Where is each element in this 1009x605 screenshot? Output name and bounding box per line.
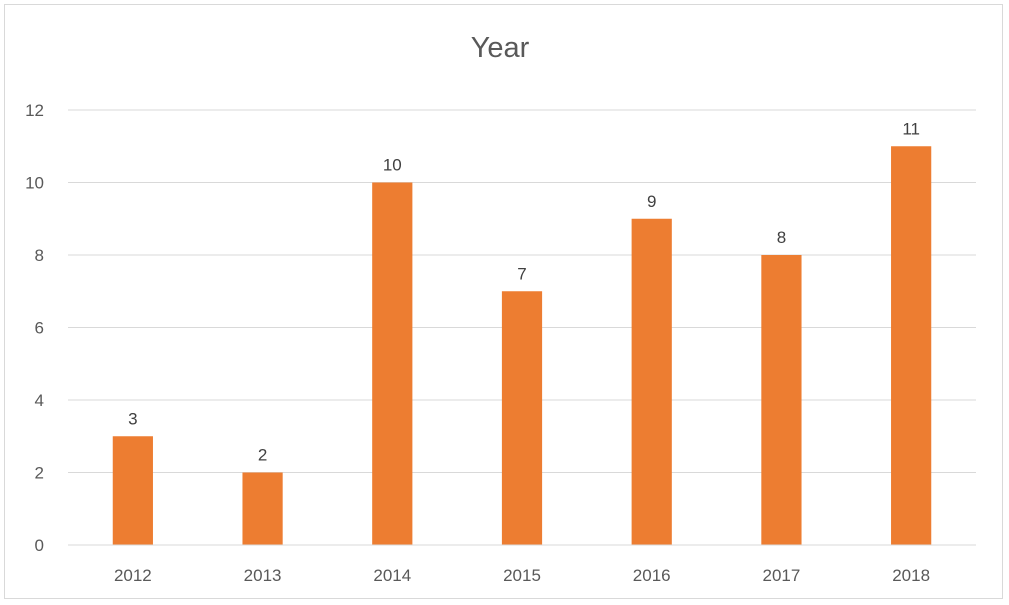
y-tick-label: 0: [35, 536, 44, 555]
bars: [112, 146, 932, 545]
data-label-2013: 2: [258, 446, 267, 465]
chart-title: Year: [471, 32, 530, 64]
x-tick-label-2013: 2013: [244, 566, 282, 585]
y-tick-label: 4: [35, 391, 44, 410]
bar-2014: [372, 182, 413, 545]
data-labels: 3 2 10 7 9 8 11: [128, 119, 920, 464]
data-label-2012: 3: [128, 409, 137, 428]
x-tick-label-2012: 2012: [114, 566, 152, 585]
data-label-2015: 7: [517, 264, 526, 283]
bar-2012: [112, 436, 153, 545]
data-label-2016: 9: [647, 192, 656, 211]
y-tick-label: 8: [35, 246, 44, 265]
data-label-2014: 10: [383, 156, 402, 175]
y-tick-label: 10: [25, 174, 44, 193]
y-tick-label: 6: [35, 319, 44, 338]
bar-2016: [631, 218, 672, 545]
y-tick-label: 12: [25, 101, 44, 120]
gridlines: [68, 109, 976, 473]
y-axis-ticks: 0 2 4 6 8 10 12: [25, 101, 44, 555]
x-tick-label-2018: 2018: [892, 566, 930, 585]
x-tick-label-2017: 2017: [763, 566, 801, 585]
bar-2018: [891, 146, 932, 545]
y-tick-label: 2: [35, 464, 44, 483]
data-label-2018: 11: [902, 119, 920, 138]
bar-2013: [242, 472, 283, 545]
bar-2015: [501, 291, 543, 545]
x-axis-ticks: 2012 2013 2014 2015 2016 2017 2018: [114, 566, 930, 585]
x-tick-label-2016: 2016: [633, 566, 671, 585]
bar-2017: [761, 255, 802, 545]
x-tick-label-2015: 2015: [503, 566, 541, 585]
x-tick-label-2014: 2014: [373, 566, 411, 585]
data-label-2017: 8: [777, 228, 786, 247]
